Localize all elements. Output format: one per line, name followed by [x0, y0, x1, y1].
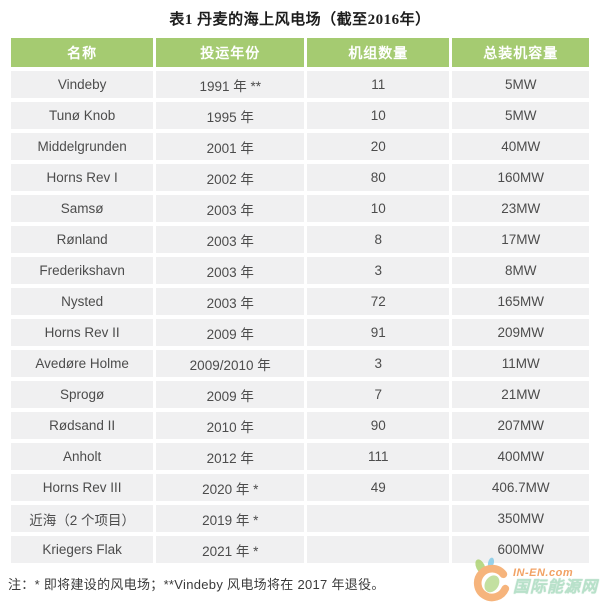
table-cell: Horns Rev I — [11, 164, 154, 191]
table-row: Anholt 2012 年 111 400MW — [11, 443, 589, 470]
table-cell: 2003 年 — [156, 257, 305, 284]
table-cell: 20 — [307, 133, 450, 160]
table-row: 近海（2 个项目） 2019 年 * 350MW — [11, 505, 589, 532]
table-cell: 2003 年 — [156, 288, 305, 315]
table-cell: 11MW — [452, 350, 589, 377]
table-cell: 2010 年 — [156, 412, 305, 439]
table-cell: 5MW — [452, 71, 589, 98]
table-cell: 8 — [307, 226, 450, 253]
table-cell: Kriegers Flak — [11, 536, 154, 563]
logo-brand-text: IN-EN.com — [512, 567, 574, 580]
table-cell: 1995 年 — [156, 102, 305, 129]
table-cell: Samsø — [11, 195, 154, 222]
table-cell — [307, 536, 450, 563]
table-cell: 600MW — [452, 536, 589, 563]
table-cell: 1991 年 ** — [156, 71, 305, 98]
table-cell: 8MW — [452, 257, 589, 284]
table-cell: 3 — [307, 257, 450, 284]
table-row: Frederikshavn 2003 年 3 8MW — [11, 257, 589, 284]
table-cell: 2001 年 — [156, 133, 305, 160]
table-cell: Horns Rev II — [11, 319, 154, 346]
table-cell: 350MW — [452, 505, 589, 532]
table-cell: 2021 年 * — [156, 536, 305, 563]
site-watermark: IN-EN.com 国际能源网 — [468, 557, 598, 608]
table-row: Horns Rev II 2009 年 91 209MW — [11, 319, 589, 346]
table-cell: 2019 年 * — [156, 505, 305, 532]
table-cell: 406.7MW — [452, 474, 589, 501]
table-row: Middelgrunden 2001 年 20 40MW — [11, 133, 589, 160]
table-row: Samsø 2003 年 10 23MW — [11, 195, 589, 222]
table-cell: 400MW — [452, 443, 589, 470]
logo-site-name-text: 国际能源网 — [512, 578, 598, 596]
column-header-year: 投运年份 — [156, 38, 305, 67]
table-row: Sprogø 2009 年 7 21MW — [11, 381, 589, 408]
table-cell: 10 — [307, 102, 450, 129]
table-row: Vindeby 1991 年 ** 11 5MW — [11, 71, 589, 98]
table-row: Nysted 2003 年 72 165MW — [11, 288, 589, 315]
table-cell: Tunø Knob — [11, 102, 154, 129]
table-cell: 近海（2 个项目） — [11, 505, 154, 532]
column-header-capacity: 总装机容量 — [452, 38, 589, 67]
table-row: Avedøre Holme 2009/2010 年 3 11MW — [11, 350, 589, 377]
table-cell: 17MW — [452, 226, 589, 253]
table-cell: Middelgrunden — [11, 133, 154, 160]
page-title: 表1 丹麦的海上风电场（截至2016年） — [169, 12, 431, 28]
table-row: Rønland 2003 年 8 17MW — [11, 226, 589, 253]
table-cell: 2009 年 — [156, 381, 305, 408]
table-cell: 2009/2010 年 — [156, 350, 305, 377]
table-cell: 80 — [307, 164, 450, 191]
table-cell: 72 — [307, 288, 450, 315]
table-cell: 160MW — [452, 164, 589, 191]
column-header-name: 名称 — [11, 38, 154, 67]
table-cell: 40MW — [452, 133, 589, 160]
table-cell: 2020 年 * — [156, 474, 305, 501]
column-header-units: 机组数量 — [307, 38, 450, 67]
table-cell: Sprogø — [11, 381, 154, 408]
table-cell: 10 — [307, 195, 450, 222]
table-cell: Rødsand II — [11, 412, 154, 439]
table-cell: Anholt — [11, 443, 154, 470]
table-cell: Frederikshavn — [11, 257, 154, 284]
table-cell: 90 — [307, 412, 450, 439]
table-cell: 2003 年 — [156, 226, 305, 253]
table-cell: 11 — [307, 71, 450, 98]
table-cell: 23MW — [452, 195, 589, 222]
table-cell: Nysted — [11, 288, 154, 315]
table-cell: 2009 年 — [156, 319, 305, 346]
table-body: Vindeby 1991 年 ** 11 5MW Tunø Knob 1995 年 10 5M… — [11, 71, 589, 563]
table-footnote: 注：* 即将建设的风电场；**Vindeby 风电场将在 2017 年退役。 — [8, 577, 385, 592]
table-cell: 111 — [307, 443, 450, 470]
table-cell: 165MW — [452, 288, 589, 315]
table-cell: 7 — [307, 381, 450, 408]
table-cell: 2002 年 — [156, 164, 305, 191]
table-cell: 3 — [307, 350, 450, 377]
table-header-row: 名称 投运年份 机组数量 总装机容量 — [11, 38, 589, 67]
table-row: Horns Rev III 2020 年 * 49 406.7MW — [11, 474, 589, 501]
table-row: Tunø Knob 1995 年 10 5MW — [11, 102, 589, 129]
wind-farm-table: 名称 投运年份 机组数量 总装机容量 Vindeby 1991 年 ** 11 5MW… — [8, 34, 592, 567]
table-cell: 207MW — [452, 412, 589, 439]
table-row: Horns Rev I 2002 年 80 160MW — [11, 164, 589, 191]
table-cell: Vindeby — [11, 71, 154, 98]
table-cell: Avedøre Holme — [11, 350, 154, 377]
table-cell: 5MW — [452, 102, 589, 129]
table-cell: Rønland — [11, 226, 154, 253]
table-cell — [307, 505, 450, 532]
table-cell: 21MW — [452, 381, 589, 408]
table-cell: 91 — [307, 319, 450, 346]
table-row: Rødsand II 2010 年 90 207MW — [11, 412, 589, 439]
table-cell: 2003 年 — [156, 195, 305, 222]
table-cell: 49 — [307, 474, 450, 501]
table-cell: 209MW — [452, 319, 589, 346]
table-row: Kriegers Flak 2021 年 * 600MW — [11, 536, 589, 563]
in-en-logo-icon — [468, 557, 512, 608]
table-cell: Horns Rev III — [11, 474, 154, 501]
table-cell: 2012 年 — [156, 443, 305, 470]
